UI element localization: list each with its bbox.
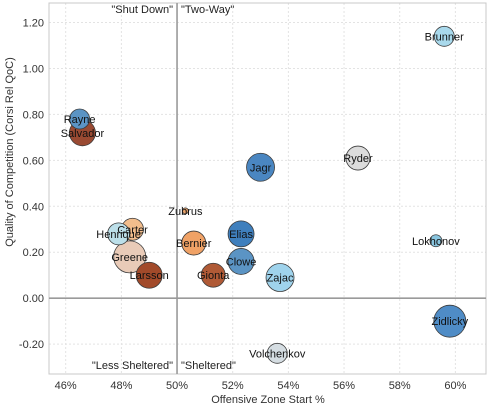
data-point-brunner [433,25,455,47]
point-label-volchenkov: Volchenkov [249,348,306,360]
y-tick-label: 0.80 [23,109,44,121]
point-label-henrique: Henrique [96,229,141,241]
data-point-gionta [200,262,226,288]
data-point-henrique [107,222,130,246]
gridlines [49,3,486,374]
quadrant-label: "Two-Way" [181,4,234,16]
data-point-clowe [227,248,255,275]
y-axis-title: Quality of Competition (Corsi Rel QoC) [4,57,16,247]
quadrant-label: "Sheltered" [181,360,236,372]
y-tick-label: 0.60 [23,155,44,167]
data-point-lokhonov [429,234,443,248]
data-points [69,25,467,364]
data-point-elias [227,220,255,248]
data-point-ryder [345,145,371,171]
x-tick-label: 46% [55,380,77,392]
point-label-zidlicky: Zidlicky [431,316,468,328]
data-point-greene [113,240,147,274]
y-tick-label: 0.20 [23,247,44,259]
data-point-zubrus [181,207,189,215]
point-label-brunner: Brunner [425,31,464,43]
x-tick-label: 58% [389,380,411,392]
quadrant-labels: "Shut Down" "Two-Way" "Less Sheltered" "She… [92,4,236,372]
point-label-zajac: Zajac [267,273,294,285]
point-label-salvador: Salvador [61,128,105,140]
y-tick-label: -0.20 [19,339,44,351]
x-tick-label: 52% [222,380,244,392]
y-tick-label: 0.40 [23,201,44,213]
x-tick-label: 56% [333,380,355,392]
point-label-greene: Greene [111,252,148,264]
y-tick-label: 0.00 [23,293,44,305]
x-axis-title: Offensive Zone Start % [211,394,325,406]
point-label-larsson: Larsson [130,270,169,282]
y-tick-label: 1.20 [23,18,44,30]
point-label-elias: Elias [229,229,253,241]
quadrant-label: "Shut Down" [111,4,173,16]
point-label-lokhonov: Lokhonov [412,236,460,248]
point-label-bernier: Bernier [176,238,212,250]
x-tick-label: 50% [166,380,188,392]
data-point-larsson [135,261,163,289]
data-point-volchenkov [266,342,288,364]
quadrant-dividers [49,3,486,374]
y-tick-label: 1.00 [23,63,44,75]
x-tick-label: 60% [444,380,466,392]
point-label-ryder: Ryder [343,153,373,165]
plot-border [48,2,487,375]
data-point-zidlicky [433,304,467,338]
x-tick-label: 48% [110,380,132,392]
data-point-jagr [246,152,275,182]
point-label-zubrus: Zubrus [168,206,203,218]
point-label-gionta: Gionta [197,270,230,282]
tick-labels: 46% 48% 50% 52% 54% 56% 58% 60% -0.20 0.00 0.20 0.4… [19,18,467,392]
x-tick-label: 54% [277,380,299,392]
plot-frame [48,2,487,375]
point-label-carter: Carter [117,224,148,236]
point-label-jagr: Jagr [250,162,272,174]
point-label-rayne: Rayne [64,114,96,126]
data-point-bernier [181,230,207,256]
point-labels: Brunner Rayne Salvador Ryder Jagr Zubrus Carte… [61,31,469,360]
quadrant-label: "Less Sheltered" [92,360,173,372]
data-point-zajac [265,263,295,292]
data-point-rayne [69,108,91,130]
point-label-clowe: Clowe [226,256,257,268]
